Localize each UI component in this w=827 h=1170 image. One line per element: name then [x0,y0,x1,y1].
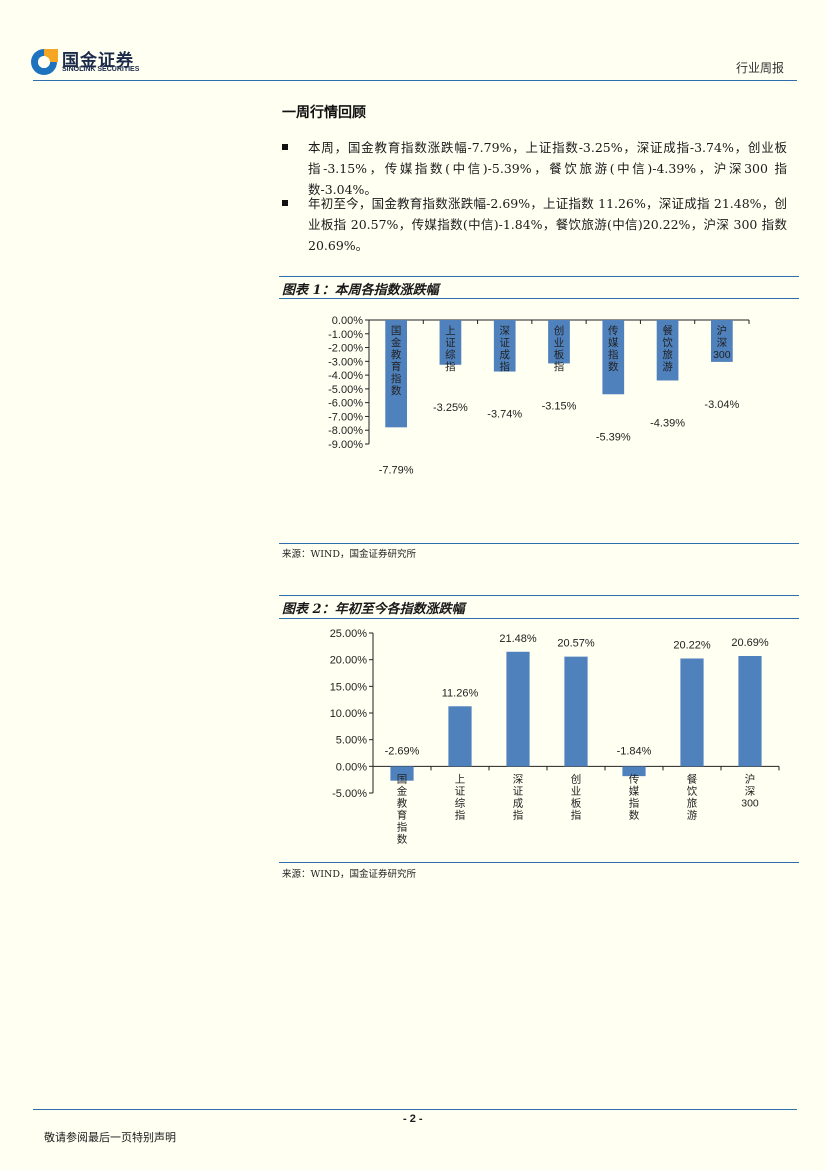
data-label: -3.74% [487,409,522,421]
bar [390,766,414,781]
y-tick-label: 0.00% [332,315,363,327]
chart1-source: 来源：WIND，国金证券研究所 [282,549,416,560]
bar [564,656,588,767]
category-label: 餐饮旅游 [687,772,698,821]
bar [439,320,462,365]
chart1-title-rule [279,298,799,299]
category-label: 国金教育指数 [397,773,408,845]
category-label: 传媒指数 [629,773,640,821]
data-label: -3.04% [704,399,739,411]
bar [738,655,762,767]
chart2-title-rule [279,618,799,619]
page-number: - 2 - [403,1113,423,1125]
bullet-ytd: 年初至今，国金教育指数涨跌幅-2.69%，上证指数 11.26%，深证成指 21… [282,193,787,256]
y-tick-label: -4.00% [328,370,363,382]
chart2-title: 图表 2：年初至今各指数涨跌幅 [282,602,465,617]
category-label: 深证成指 [499,325,510,373]
bullet-square-icon [282,200,288,206]
data-label: 20.57% [557,638,595,650]
data-label: -7.79% [379,464,414,476]
category-label: 沪深 300 [741,772,759,809]
header-divider [33,80,797,81]
category-label: 餐饮旅游 [662,324,673,373]
y-tick-label: -3.00% [328,356,363,368]
category-label: 深证成指 [513,773,524,821]
data-label: -4.39% [650,417,685,429]
bullet-text: 年初至今，国金教育指数涨跌幅-2.69%，上证指数 11.26%，深证成指 21… [308,196,787,253]
chart1-top-rule [279,276,799,277]
y-tick-label: 10.00% [330,708,368,720]
bar [493,320,516,372]
category-label: 沪深 300 [713,324,731,361]
report-type: 行业周报 [735,61,784,75]
bullet-weekly: 本周，国金教育指数涨跌幅-7.79%，上证指数-3.25%，深证成指-3.74%… [282,137,787,200]
chart1: 0.00% -1.00% -2.00%-3.00% -4.00% -5.00% -6.00… [328,315,750,476]
y-tick-label: -5.00% [332,788,367,800]
company-logo [30,45,155,79]
disclaimer-note: 敬请参阅最后一页特别声明 [44,1131,176,1144]
bar [602,320,625,395]
y-tick-label: -8.00% [328,425,363,437]
category-label: 传媒指数 [608,325,619,373]
bullet-square-icon [282,144,288,150]
footer-divider [33,1109,797,1110]
bar [448,706,472,767]
data-label: -2.69% [385,745,420,757]
data-label: -3.25% [433,402,468,414]
bar [385,320,407,428]
bar [506,651,530,767]
data-label: 21.48% [499,633,537,645]
data-label: -5.39% [596,431,631,443]
y-tick-label: 20.00% [330,655,368,667]
y-tick-label: -2.00% [328,343,363,355]
y-tick-label: -1.00% [328,329,363,341]
chart2-top-rule [279,595,799,596]
category-label: 国金教育指数 [391,325,402,397]
logo-mark-icon [31,49,58,75]
data-label: -1.84% [617,745,652,757]
category-label: 创业板指 [554,324,565,373]
y-tick-label: -9.00% [328,439,363,451]
data-label: 20.69% [731,637,769,649]
data-label: 11.26% [442,687,479,699]
y-tick-label: 25.00% [330,628,368,640]
bar [548,320,570,364]
bar [656,320,679,381]
y-tick-label: 15.00% [330,681,368,693]
bar [680,658,704,767]
y-tick-label: -7.00% [328,411,363,423]
category-label: 创业板指 [571,772,582,821]
y-tick-label: 5.00% [336,735,367,747]
logo-text-cn: 国金证券 [62,51,134,71]
bar [711,320,733,362]
bullet-text: 本周，国金教育指数涨跌幅-7.79%，上证指数-3.25%，深证成指-3.74%… [308,140,787,197]
y-tick-label: -5.00% [328,384,363,396]
chart1-bottom-rule [279,543,799,544]
section-title: 一周行情回顾 [282,105,366,121]
logo-text-en: SINOLINK SECURITIES [62,66,140,73]
category-label: 上证综指 [445,325,456,373]
data-label: 20.22% [673,639,711,651]
bar [622,766,646,777]
data-label: -3.15% [542,400,577,412]
chart2-source: 来源：WIND，国金证券研究所 [282,869,416,880]
chart2: 25.00% 20.00% 15.00% 10.00% 5.00% 0.00% -5.00%… [330,628,780,845]
chart2-bottom-rule [279,862,799,863]
y-tick-label: 0.00% [336,761,367,773]
y-tick-label: -6.00% [328,398,363,410]
category-label: 上证综指 [455,773,466,821]
chart1-title: 图表 1：本周各指数涨跌幅 [282,283,439,298]
